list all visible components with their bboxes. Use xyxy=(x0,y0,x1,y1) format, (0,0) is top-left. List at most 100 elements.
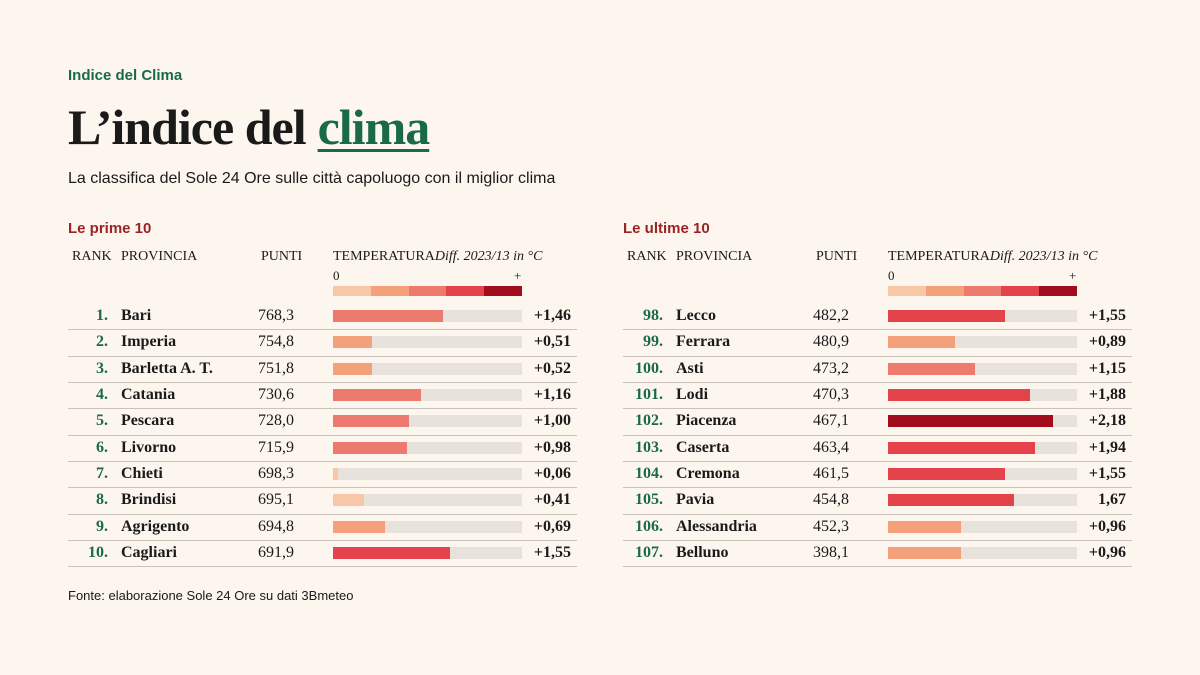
subtitle: La classifica del Sole 24 Ore sulle citt… xyxy=(68,170,556,187)
column-header: TEMPERATURADiff. 2023/13 in °C xyxy=(888,249,1097,265)
temperature-label: +0,96 xyxy=(1088,544,1126,562)
table: Le prime 10 RANK PROVINCIA PUNTI TEMPERATURA… xyxy=(68,0,577,675)
title-text: L’indice del xyxy=(68,99,307,155)
rank: 103. xyxy=(635,438,663,456)
table-title: Le prime 10 xyxy=(68,220,152,237)
points: 398,1 xyxy=(813,544,849,562)
rank: 2. xyxy=(96,333,108,351)
source: Fonte: elaborazione Sole 24 Ore su dati … xyxy=(68,588,354,603)
points: 480,9 xyxy=(813,333,849,351)
rank: 4. xyxy=(96,386,108,404)
province: Agrigento xyxy=(121,517,190,535)
rank: 105. xyxy=(635,491,663,509)
rank: 100. xyxy=(635,359,663,377)
rank: 1. xyxy=(96,307,108,324)
bar-track xyxy=(888,310,1077,322)
scale-min: 0 xyxy=(333,268,340,283)
province: Pescara xyxy=(121,412,175,430)
bar xyxy=(333,547,451,560)
bar-track xyxy=(888,441,1077,454)
legend-swatch xyxy=(446,286,485,296)
bar-track xyxy=(888,415,1077,428)
points: 691,9 xyxy=(258,544,294,562)
bar xyxy=(888,415,1053,428)
legend-swatch xyxy=(333,286,371,296)
temperature-label: +1,55 xyxy=(1088,307,1126,324)
bar-track xyxy=(333,389,522,402)
province: Lodi xyxy=(676,386,709,404)
temperature-label: +1,88 xyxy=(1088,386,1126,404)
rank: 106. xyxy=(635,517,663,535)
bar-track xyxy=(888,336,1077,349)
rank: 104. xyxy=(635,465,663,483)
table-row: 105. Pavia 454,8 1,67 xyxy=(623,487,1132,515)
table-row: 6. Livorno 715,9 +0,98 xyxy=(68,435,577,463)
bar xyxy=(333,441,408,454)
bar-track xyxy=(888,494,1077,507)
bar xyxy=(888,362,975,375)
rank: 6. xyxy=(96,438,108,456)
bar xyxy=(888,547,961,560)
legend-swatch xyxy=(925,286,964,296)
rank: 5. xyxy=(96,412,108,430)
rank: 98. xyxy=(643,307,663,324)
points: 715,9 xyxy=(258,438,294,456)
bar-track xyxy=(888,468,1077,481)
temperature-label: +0,06 xyxy=(533,465,571,483)
bar xyxy=(333,310,444,322)
column-header: TEMPERATURADiff. 2023/13 in °C xyxy=(333,249,542,265)
table-row: 4. Catania 730,6 +1,16 xyxy=(68,382,577,410)
bar xyxy=(333,520,386,533)
bar xyxy=(333,415,409,428)
points: 452,3 xyxy=(813,517,849,535)
column-header-text: TEMPERATURA xyxy=(333,249,435,264)
temperature-label: +0,69 xyxy=(533,517,571,535)
province: Livorno xyxy=(121,438,177,456)
table-row: 8. Brindisi 695,1 +0,41 xyxy=(68,487,577,515)
points: 695,1 xyxy=(258,491,294,509)
points: 730,6 xyxy=(258,386,294,404)
column-header-note: Diff. 2023/13 in °C xyxy=(434,249,543,264)
column-header-text: TEMPERATURA xyxy=(888,249,990,264)
table-row: 7. Chieti 698,3 +0,06 xyxy=(68,461,577,489)
temperature-label: 1,67 xyxy=(1098,491,1126,509)
legend-swatch xyxy=(1001,286,1040,296)
province: Piacenza xyxy=(676,412,737,430)
points: 768,3 xyxy=(258,307,294,324)
temperature-label: +1,15 xyxy=(1088,359,1126,377)
province: Asti xyxy=(676,359,704,377)
province: Brindisi xyxy=(121,491,177,509)
bar xyxy=(888,389,1031,402)
temperature-label: +1,94 xyxy=(1088,438,1126,456)
title-highlight: clima xyxy=(317,99,431,155)
legend-swatch xyxy=(408,286,447,296)
scale-min: 0 xyxy=(888,268,895,283)
province: Ferrara xyxy=(676,333,731,351)
points: 698,3 xyxy=(258,465,294,483)
legend-swatch xyxy=(963,286,1002,296)
points: 694,8 xyxy=(258,517,294,535)
temperature-label: +1,55 xyxy=(1088,465,1126,483)
points: 728,0 xyxy=(258,412,294,430)
province: Alessandria xyxy=(676,517,757,535)
scale-max: + xyxy=(514,268,522,283)
legend-swatch xyxy=(888,286,926,296)
bar-track xyxy=(888,389,1077,402)
points: 454,8 xyxy=(813,491,849,509)
temperature-label: +1,46 xyxy=(533,307,571,324)
bar xyxy=(333,468,338,481)
bar-track xyxy=(888,547,1077,560)
points: 461,5 xyxy=(813,465,849,483)
province: Imperia xyxy=(121,333,177,351)
bar-track xyxy=(888,520,1077,533)
temperature-label: +1,16 xyxy=(533,386,571,404)
bar xyxy=(333,336,372,349)
table-title: Le ultime 10 xyxy=(623,220,710,237)
column-header: PUNTI xyxy=(261,249,303,264)
temperature-label: +0,51 xyxy=(533,333,571,351)
points: 751,8 xyxy=(258,359,294,377)
bar-track xyxy=(333,362,522,375)
province: Belluno xyxy=(676,544,729,562)
table-row: 5. Pescara 728,0 +1,00 xyxy=(68,408,577,436)
